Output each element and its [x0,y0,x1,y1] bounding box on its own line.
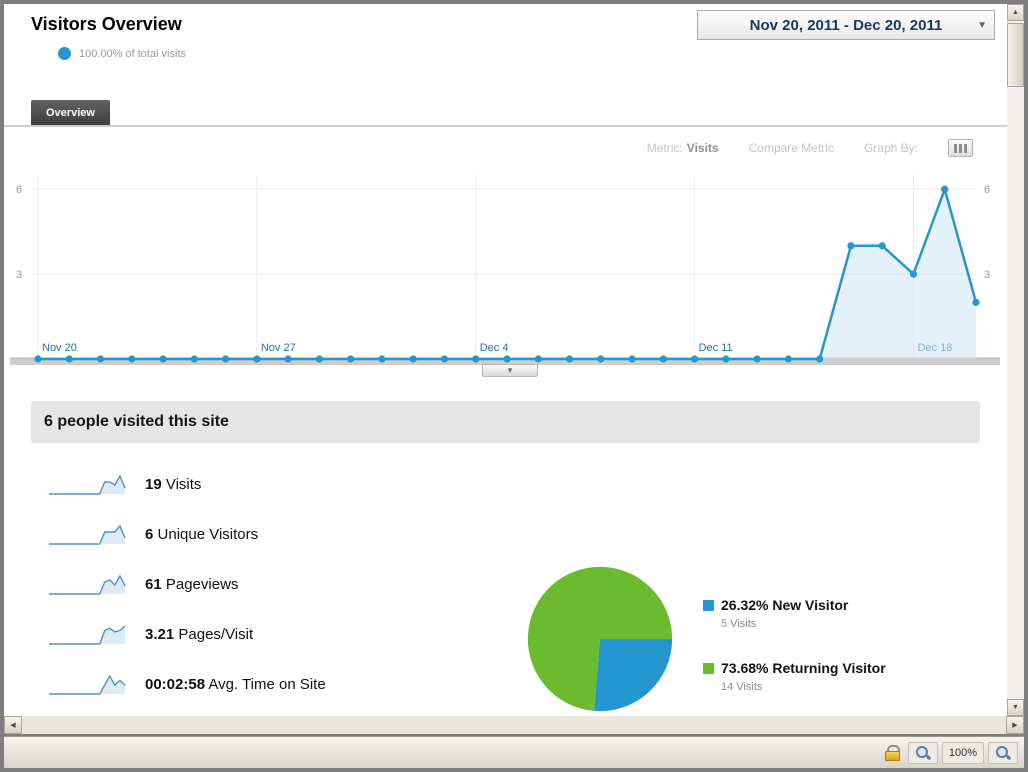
status-bar: 100% [4,736,1024,768]
stat-label: Visits [165,475,202,493]
sparkline-unique-visitors [49,524,126,545]
scroll-left-button[interactable]: ◀ [4,716,22,734]
stats-list: 19 Visits 6 Unique Visitors 61 Pageviews… [31,459,980,709]
sparkline-visits [49,474,126,495]
compare-metric-link[interactable]: Compare Metric [748,141,834,155]
total-visits-text: 100.00% of total visits [79,47,187,60]
page-header: Visitors Overview Nov 20, 2011 - Dec 20,… [4,4,1007,60]
legend-item-new-visitor: 26.32% New Visitor 5 Visits [703,597,886,630]
sparkline-pageviews [49,574,126,595]
visitor-type-pie-chart [527,566,673,712]
svg-text:6: 6 [16,184,22,196]
scroll-down-button[interactable]: ▼ [1007,699,1024,716]
horizontal-scrollbar-track[interactable] [22,716,1006,734]
security-lock-indicator [879,742,904,764]
stat-value: 00:02:58 [145,675,206,693]
zoom-in-button[interactable] [988,741,1018,764]
stat-row-pageviews: 61 Pageviews [47,559,980,609]
svg-text:Nov 20: Nov 20 [42,342,77,354]
zoom-in-icon [995,745,1011,761]
date-range-text: Nov 20, 2011 - Dec 20, 2011 [749,16,943,34]
legend-swatch-new-visitor [703,599,714,611]
scroll-right-icon: ▶ [1012,722,1018,729]
visitors-summary-banner: 6 people visited this site [31,401,980,443]
magnifier-icon [915,745,931,761]
stat-row-avg-time-on-site: 00:02:58 Avg. Time on Site [47,659,980,709]
svg-text:6: 6 [984,184,990,196]
metric-selector[interactable]: Metric: Visits [647,141,719,155]
legend-swatch-returning-visitor [703,662,714,674]
legend-label: New Visitor [772,597,849,613]
stat-value: 19 [145,475,162,493]
metric-label: Metric: [646,141,683,155]
summary-headline: 6 people visited this site [44,413,229,430]
scroll-up-icon: ▲ [1012,9,1019,16]
sparkline-pages-per-visit [49,625,126,645]
stat-label: Avg. Time on Site [208,675,326,693]
legend-visits: 14 Visits [721,681,763,693]
graph-by-day-icon [954,143,957,153]
stat-value: 61 [145,575,162,593]
total-visits-note: 100.00% of total visits [58,47,1007,60]
tab-overview[interactable]: Overview [31,100,110,125]
legend-item-returning-visitor: 73.68% Returning Visitor 14 Visits [703,660,886,693]
stat-value: 6 [145,525,154,543]
zoom-page-button[interactable] [907,741,938,764]
svg-text:Nov 27: Nov 27 [261,342,296,354]
legend-percent: 26.32% [721,597,769,613]
vertical-scrollbar-track[interactable] [1007,21,1024,699]
legend-label: Returning Visitor [772,660,886,676]
stat-label: Pages/Visit [178,625,254,643]
metric-value: Visits [686,141,719,155]
chart-panel: Metric: Visits Compare Metric Graph By: … [4,127,1007,381]
stat-row-pages-per-visit: 3.21 Pages/Visit [47,609,980,659]
report-content: Visitors Overview Nov 20, 2011 - Dec 20,… [4,4,1007,716]
stat-row-visits: 19 Visits [47,459,980,509]
slider-caret-icon: ▾ [507,365,513,375]
scroll-down-icon: ▼ [1012,704,1019,711]
stat-value: 3.21 [145,625,175,643]
svg-text:Dec 11: Dec 11 [699,342,733,354]
svg-text:3: 3 [16,269,22,281]
scroll-right-button[interactable]: ▶ [1006,716,1024,734]
svg-text:3: 3 [984,269,990,281]
vertical-scrollbar-thumb[interactable] [1007,23,1024,87]
svg-text:Dec 4: Dec 4 [480,342,509,354]
lock-icon [884,745,900,761]
horizontal-scrollbar[interactable]: ◀ ▶ [4,716,1024,734]
legend-percent: 73.68% [721,660,769,676]
series-dot-icon [58,47,71,60]
zoom-level-control[interactable]: 100% [941,741,984,764]
date-range-selector[interactable]: Nov 20, 2011 - Dec 20, 2011 ▼ [697,10,995,40]
scroll-up-button[interactable]: ▲ [1007,4,1024,21]
vertical-scrollbar[interactable]: ▲ ▼ [1007,4,1024,716]
overview-metrics-section: 19 Visits 6 Unique Visitors 61 Pageviews… [31,459,980,716]
graph-by-label: Graph By: [863,141,918,155]
tab-bar: Overview [4,100,1007,127]
page-title: Visitors Overview [31,14,182,34]
pie-legend: 26.32% New Visitor 5 Visits 73.68% Retur… [703,597,886,716]
stat-label: Unique Visitors [157,525,259,543]
sparkline-avg-time-on-site [49,674,126,695]
zoom-level-text: 100% [948,746,977,759]
scroll-left-icon: ◀ [10,722,16,729]
stat-row-unique-visitors: 6 Unique Visitors [47,509,980,559]
chart-controls: Metric: Visits Compare Metric Graph By: [4,127,1007,157]
legend-visits: 5 Visits [721,618,757,630]
graph-by-day-button[interactable] [948,139,973,157]
timeline-slider-handle[interactable]: ▾ [482,364,538,377]
stat-label: Pageviews [165,575,239,593]
chevron-down-icon: ▼ [977,20,987,31]
